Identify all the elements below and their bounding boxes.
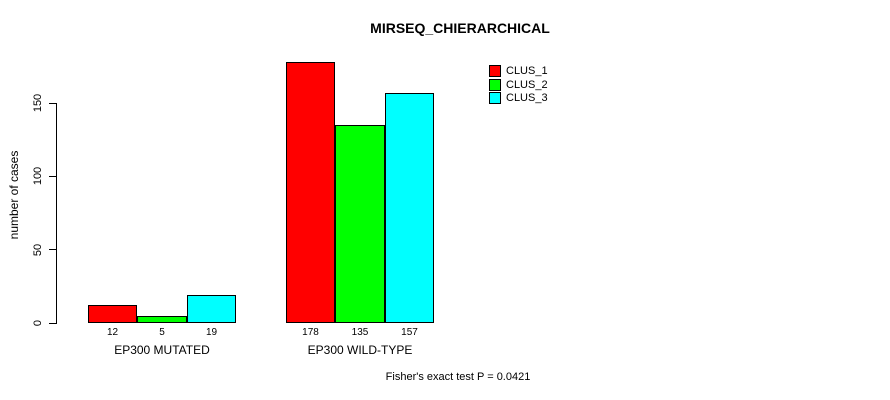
y-axis-tick-label: 100 — [32, 167, 44, 186]
y-axis-line — [56, 103, 57, 324]
y-axis-tick — [49, 175, 56, 177]
legend-label-clus_3: CLUS_3 — [506, 92, 548, 104]
y-axis-tick — [49, 102, 56, 104]
bar-clus_1-ep300-wild-type — [286, 62, 335, 323]
bar-clus_2-ep300-mutated — [137, 316, 187, 323]
category-label-ep300-mutated: EP300 MUTATED — [114, 343, 210, 357]
bar-clus_1-ep300-mutated — [88, 305, 137, 323]
bar-value-label: 178 — [302, 327, 319, 338]
y-axis-tick-label: 50 — [32, 243, 44, 256]
bar-value-label: 5 — [159, 327, 165, 338]
chart-title: MIRSEQ_CHIERARCHICAL — [370, 20, 550, 36]
bar-value-label: 135 — [351, 327, 369, 338]
bar-clus_3-ep300-mutated — [187, 295, 236, 323]
legend-swatch-clus_3 — [489, 92, 501, 104]
legend-swatch-clus_2 — [489, 78, 501, 91]
bar-clus_2-ep300-wild-type — [335, 125, 385, 323]
y-axis-tick — [49, 322, 56, 324]
legend-swatch-clus_1 — [489, 65, 501, 77]
y-axis-tick-label: 0 — [32, 319, 44, 327]
bar-value-label: 157 — [401, 327, 418, 338]
bar-value-label: 19 — [205, 327, 218, 338]
legend-label-clus_1: CLUS_1 — [506, 65, 548, 77]
legend-label-clus_2: CLUS_2 — [506, 78, 548, 91]
y-axis-tick-label: 150 — [32, 93, 44, 113]
bar-clus_3-ep300-wild-type — [385, 93, 434, 323]
bar-value-label: 12 — [106, 327, 119, 338]
y-axis-label: number of cases — [7, 150, 21, 240]
y-axis-tick — [49, 249, 56, 251]
category-label-ep300-wild-type: EP300 WILD-TYPE — [307, 343, 413, 357]
fisher-test-annotation: Fisher's exact test P = 0.0421 — [385, 371, 531, 383]
